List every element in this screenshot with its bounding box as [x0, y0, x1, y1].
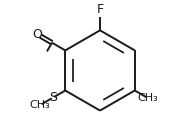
- Text: S: S: [49, 91, 57, 104]
- Text: O: O: [33, 28, 43, 41]
- Text: CH₃: CH₃: [138, 93, 158, 103]
- Text: CH₃: CH₃: [29, 100, 50, 110]
- Text: F: F: [96, 3, 104, 16]
